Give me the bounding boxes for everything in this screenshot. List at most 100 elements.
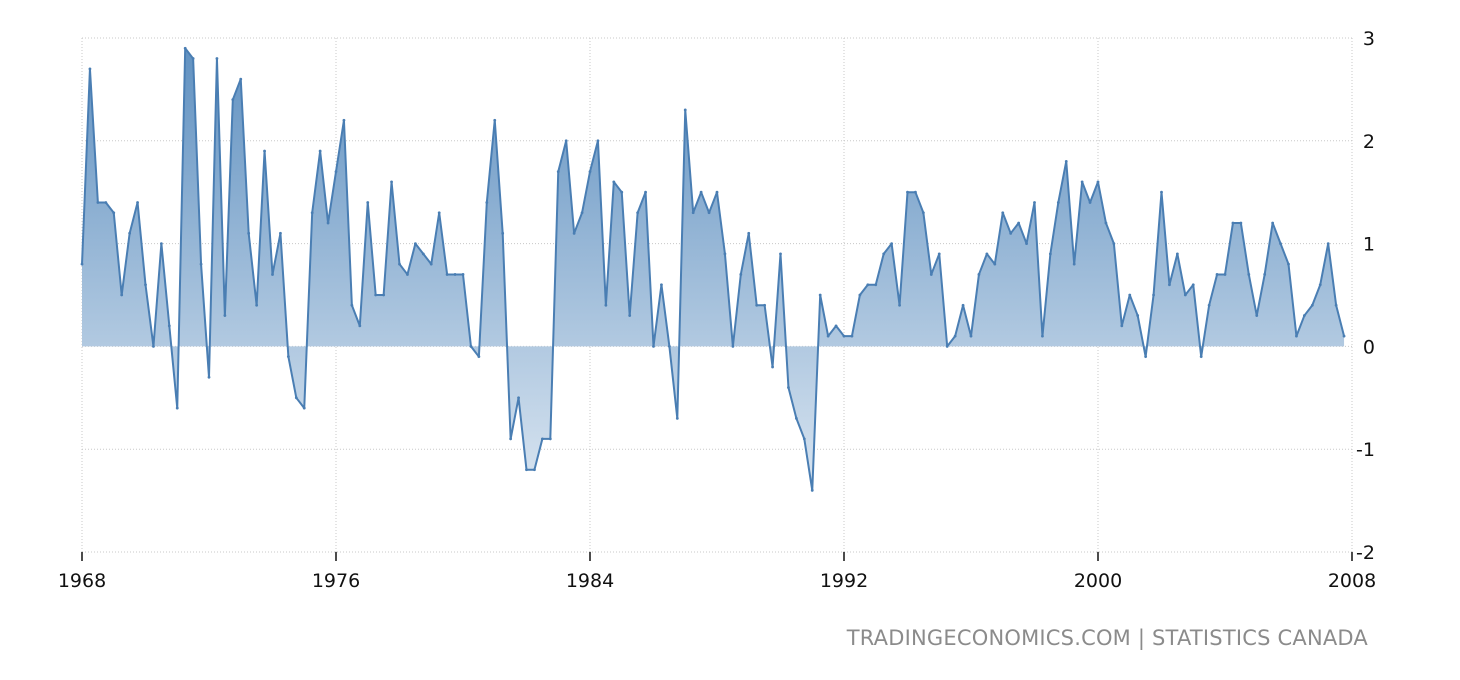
- data-point: [953, 334, 957, 338]
- data-point: [1247, 273, 1251, 276]
- data-point: [763, 303, 767, 307]
- y-tick-label: 3: [1363, 28, 1375, 50]
- data-point: [525, 468, 528, 472]
- data-point: [794, 416, 798, 420]
- data-point: [810, 488, 814, 492]
- data-point: [1048, 252, 1052, 256]
- data-point: [604, 303, 608, 307]
- data-point: [429, 262, 433, 266]
- data-point: [1279, 242, 1282, 246]
- data-point: [866, 283, 870, 287]
- data-point: [509, 437, 513, 441]
- data-point: [1207, 303, 1211, 307]
- data-point: [501, 231, 505, 235]
- series-line: [81, 47, 1346, 492]
- data-point: [1009, 231, 1013, 235]
- data-point: [96, 201, 100, 204]
- data-point: [1215, 273, 1219, 276]
- data-point: [747, 231, 751, 235]
- data-point: [1088, 201, 1092, 204]
- data-point: [1144, 355, 1148, 359]
- data-point: [469, 345, 473, 348]
- data-point: [1223, 273, 1227, 276]
- data-point: [255, 303, 259, 307]
- data-point: [1056, 201, 1060, 204]
- data-point: [1239, 221, 1243, 225]
- data-point: [350, 303, 354, 307]
- data-point: [302, 406, 306, 410]
- data-point: [802, 437, 806, 441]
- data-point: [112, 211, 116, 215]
- data-point: [1120, 324, 1124, 328]
- series-area: [82, 48, 1345, 491]
- data-point: [1342, 334, 1346, 338]
- data-point: [1128, 293, 1132, 297]
- data-point: [1191, 283, 1195, 287]
- data-point: [882, 252, 886, 256]
- data-point: [929, 273, 933, 276]
- data-point: [1080, 180, 1084, 184]
- data-point: [1112, 242, 1116, 246]
- x-tick-label: 1968: [58, 570, 106, 592]
- data-point: [612, 180, 616, 184]
- data-point: [167, 324, 171, 328]
- data-point: [120, 293, 124, 297]
- data-point: [620, 190, 624, 194]
- data-point: [945, 345, 949, 348]
- data-point: [374, 293, 378, 297]
- data-point: [406, 273, 409, 276]
- data-point: [477, 355, 481, 359]
- data-point: [1231, 221, 1235, 225]
- data-point: [382, 293, 386, 297]
- data-point: [937, 252, 941, 256]
- data-point: [739, 273, 743, 276]
- data-point: [104, 201, 108, 204]
- data-point: [1302, 314, 1306, 317]
- data-point: [199, 262, 203, 266]
- data-point: [128, 231, 132, 235]
- data-point: [961, 303, 965, 307]
- data-point: [533, 468, 536, 472]
- data-point: [271, 273, 274, 276]
- data-point: [239, 77, 243, 81]
- data-point: [1318, 283, 1322, 287]
- data-point: [183, 46, 187, 50]
- data-point: [898, 303, 901, 307]
- data-point: [175, 406, 179, 410]
- data-point: [755, 303, 759, 307]
- data-point: [1152, 293, 1155, 297]
- data-point: [398, 262, 401, 266]
- data-point: [517, 396, 520, 400]
- x-tick-label: 2000: [1074, 570, 1122, 592]
- data-point: [1263, 273, 1267, 276]
- data-point: [699, 190, 703, 194]
- data-point: [453, 273, 457, 276]
- source-attribution: TRADINGECONOMICS.COM | STATISTICS CANADA: [846, 626, 1368, 650]
- data-point: [342, 118, 346, 122]
- data-point: [1287, 262, 1290, 266]
- data-point: [318, 149, 322, 153]
- data-point: [493, 118, 497, 122]
- data-point: [413, 242, 417, 246]
- data-point: [660, 283, 663, 287]
- data-point: [231, 98, 235, 102]
- data-point: [691, 211, 695, 215]
- data-point: [1310, 303, 1314, 307]
- data-point: [191, 57, 195, 60]
- data-point: [445, 273, 449, 276]
- data-point: [326, 221, 330, 225]
- data-point: [279, 231, 282, 235]
- y-tick-label: 2: [1363, 131, 1375, 153]
- data-point: [1295, 334, 1298, 338]
- x-tick-label: 1976: [312, 570, 360, 592]
- x-axis: 1968 1976 1984 1992 2000 2008: [58, 552, 1376, 592]
- data-point: [1334, 303, 1338, 307]
- data-point: [1326, 242, 1330, 246]
- y-axis: 3 2 1 0 -1 -2: [1356, 28, 1375, 564]
- data-point: [263, 149, 266, 153]
- data-point: [818, 293, 822, 297]
- data-point: [850, 334, 854, 338]
- data-point: [358, 324, 362, 328]
- data-point: [644, 190, 647, 194]
